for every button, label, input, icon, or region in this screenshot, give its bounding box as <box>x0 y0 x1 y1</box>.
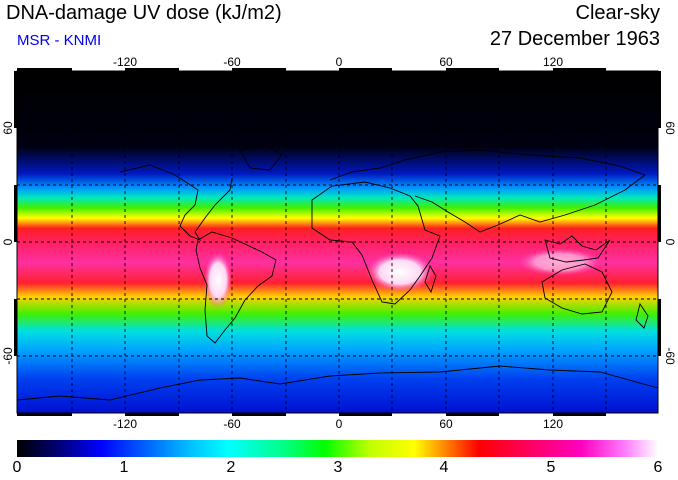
frame-tick-segment <box>125 413 179 416</box>
frame-tick-segment <box>232 413 286 416</box>
lat-label-left: 0 <box>1 238 15 245</box>
lon-labels: -120 -60 0 60 120 -120 -60 0 60 120 <box>113 55 563 431</box>
lon-label-bottom: 60 <box>439 417 453 431</box>
frame-tick-segment <box>339 68 392 71</box>
uv-dose-map: -120 -60 0 60 120 -120 -60 0 60 120 60 0… <box>1 55 677 431</box>
colorbar-tick-label: 4 <box>439 459 449 476</box>
lon-label-top: 60 <box>439 55 453 69</box>
lon-label-bottom: 0 <box>336 417 343 431</box>
uv-hotspot-south-america <box>204 252 232 308</box>
frame-tick-segment <box>658 185 661 242</box>
frame-tick-segment <box>553 68 606 71</box>
frame-tick-segment <box>14 71 17 128</box>
colorbar <box>17 440 658 457</box>
lon-label-top: 0 <box>336 55 343 69</box>
lon-label-top: 120 <box>543 55 563 69</box>
coastline-south-america <box>195 231 277 344</box>
uv-hotspot-maritime <box>518 248 602 276</box>
frame-tick-segment <box>553 413 606 416</box>
coastline-africa <box>311 181 441 305</box>
colorbar-tick-label: 1 <box>119 459 129 476</box>
coastline-greenland <box>239 144 283 171</box>
lat-label-right: -60 <box>663 347 677 365</box>
lon-label-bottom: 120 <box>543 417 563 431</box>
coastline-europe-asia <box>329 149 646 233</box>
coastline-australia <box>541 263 613 315</box>
lon-label-bottom: -60 <box>223 417 241 431</box>
frame-tick-segment <box>125 68 179 71</box>
frame-tick-segment <box>658 71 661 128</box>
colorbar-tick-label: 0 <box>12 459 22 476</box>
date-label: 27 December 1963 <box>489 28 660 50</box>
coastline-maritime <box>544 235 611 263</box>
colorbar-tick-label: 2 <box>226 459 236 476</box>
lat-labels: 60 0 -60 60 0 -60 <box>1 121 677 365</box>
frame-tick-segment <box>658 299 661 356</box>
map-title: DNA-damage UV dose (kJ/m2) <box>6 2 282 24</box>
uv-hotspot-africa <box>366 252 434 292</box>
frame-tick-segment <box>446 413 499 416</box>
lat-label-right: 60 <box>663 121 677 135</box>
coastlines <box>16 144 659 401</box>
source-label: MSR - KNMI <box>17 32 102 49</box>
lon-label-top: -60 <box>223 55 241 69</box>
frame-tick-segment <box>446 68 499 71</box>
frame-ticks <box>14 68 661 416</box>
frame-tick-segment <box>14 299 17 356</box>
coastline-new-zealand <box>635 302 649 329</box>
graticule <box>17 71 658 413</box>
frame-tick-segment <box>232 68 286 71</box>
colorbar-tick-label: 3 <box>333 459 343 476</box>
frame-tick-segment <box>17 68 72 71</box>
frame-tick-segment <box>14 185 17 242</box>
colorbar-tick-label: 5 <box>546 459 556 476</box>
sky-condition-label: Clear-sky <box>575 2 660 24</box>
frame-tick-segment <box>339 413 392 416</box>
lat-label-right: 0 <box>663 239 677 246</box>
coastline-north-america <box>119 164 233 241</box>
lon-label-top: -120 <box>113 55 137 69</box>
frame-tick-segment <box>17 413 72 416</box>
colorbar-tick-label: 6 <box>653 459 663 476</box>
coastline-antarctica <box>16 365 659 401</box>
lon-label-bottom: -120 <box>113 417 137 431</box>
lat-label-left: -60 <box>1 347 15 365</box>
coastline-madagascar <box>424 264 437 294</box>
lat-label-left: 60 <box>1 121 15 135</box>
